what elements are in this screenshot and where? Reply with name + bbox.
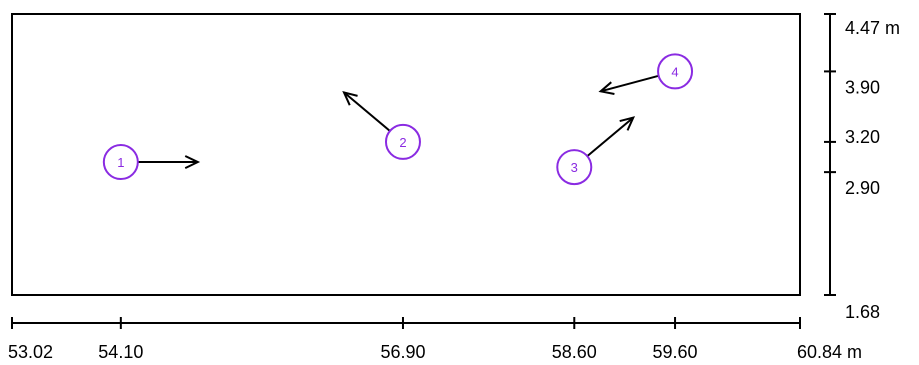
- marker-4: 4: [598, 53, 694, 95]
- marker-circle: [556, 149, 593, 186]
- x-tick-label: 56.90: [380, 342, 425, 362]
- marker-circle: [384, 123, 421, 160]
- room-outline: [11, 13, 801, 296]
- marker-2: 2: [342, 90, 421, 160]
- x-tick-label: 53.02: [8, 342, 53, 362]
- x-tick-label: 54.10: [98, 342, 143, 362]
- arrow-head: [598, 81, 615, 95]
- arrow-head: [342, 90, 358, 106]
- arrow-shaft: [586, 116, 634, 157]
- x-axis: 53.02 54.10 56.90 58.60 59.60 60.84 m: [8, 317, 862, 362]
- markers: 1 2 3 4: [102, 53, 694, 186]
- arrow-head: [184, 155, 201, 170]
- marker-circle: [102, 144, 139, 181]
- x-tick-label: 58.60: [552, 342, 597, 362]
- y-tick-label: 3.90: [845, 77, 880, 97]
- marker-label: 2: [399, 135, 406, 150]
- arrow-head: [619, 116, 636, 131]
- arrow-shaft: [343, 91, 391, 132]
- marker-1: 1: [102, 144, 201, 181]
- marker-label: 4: [671, 64, 678, 79]
- marker-label: 3: [571, 160, 578, 175]
- y-axis: 4.47 m 3.90 3.20 2.90 1.68: [824, 13, 900, 322]
- x-tick-label: 60.84 m: [797, 342, 862, 362]
- y-tick-label: 4.47 m: [845, 18, 900, 38]
- marker-3: 3: [556, 116, 636, 186]
- y-tick-label: 2.90: [845, 178, 880, 198]
- x-tick-label: 59.60: [653, 342, 698, 362]
- marker-label: 1: [117, 155, 124, 170]
- marker-circle: [657, 53, 694, 90]
- y-tick-label: 3.20: [845, 127, 880, 147]
- y-tick-label: 1.68: [845, 302, 880, 322]
- arrow-shaft: [600, 74, 659, 93]
